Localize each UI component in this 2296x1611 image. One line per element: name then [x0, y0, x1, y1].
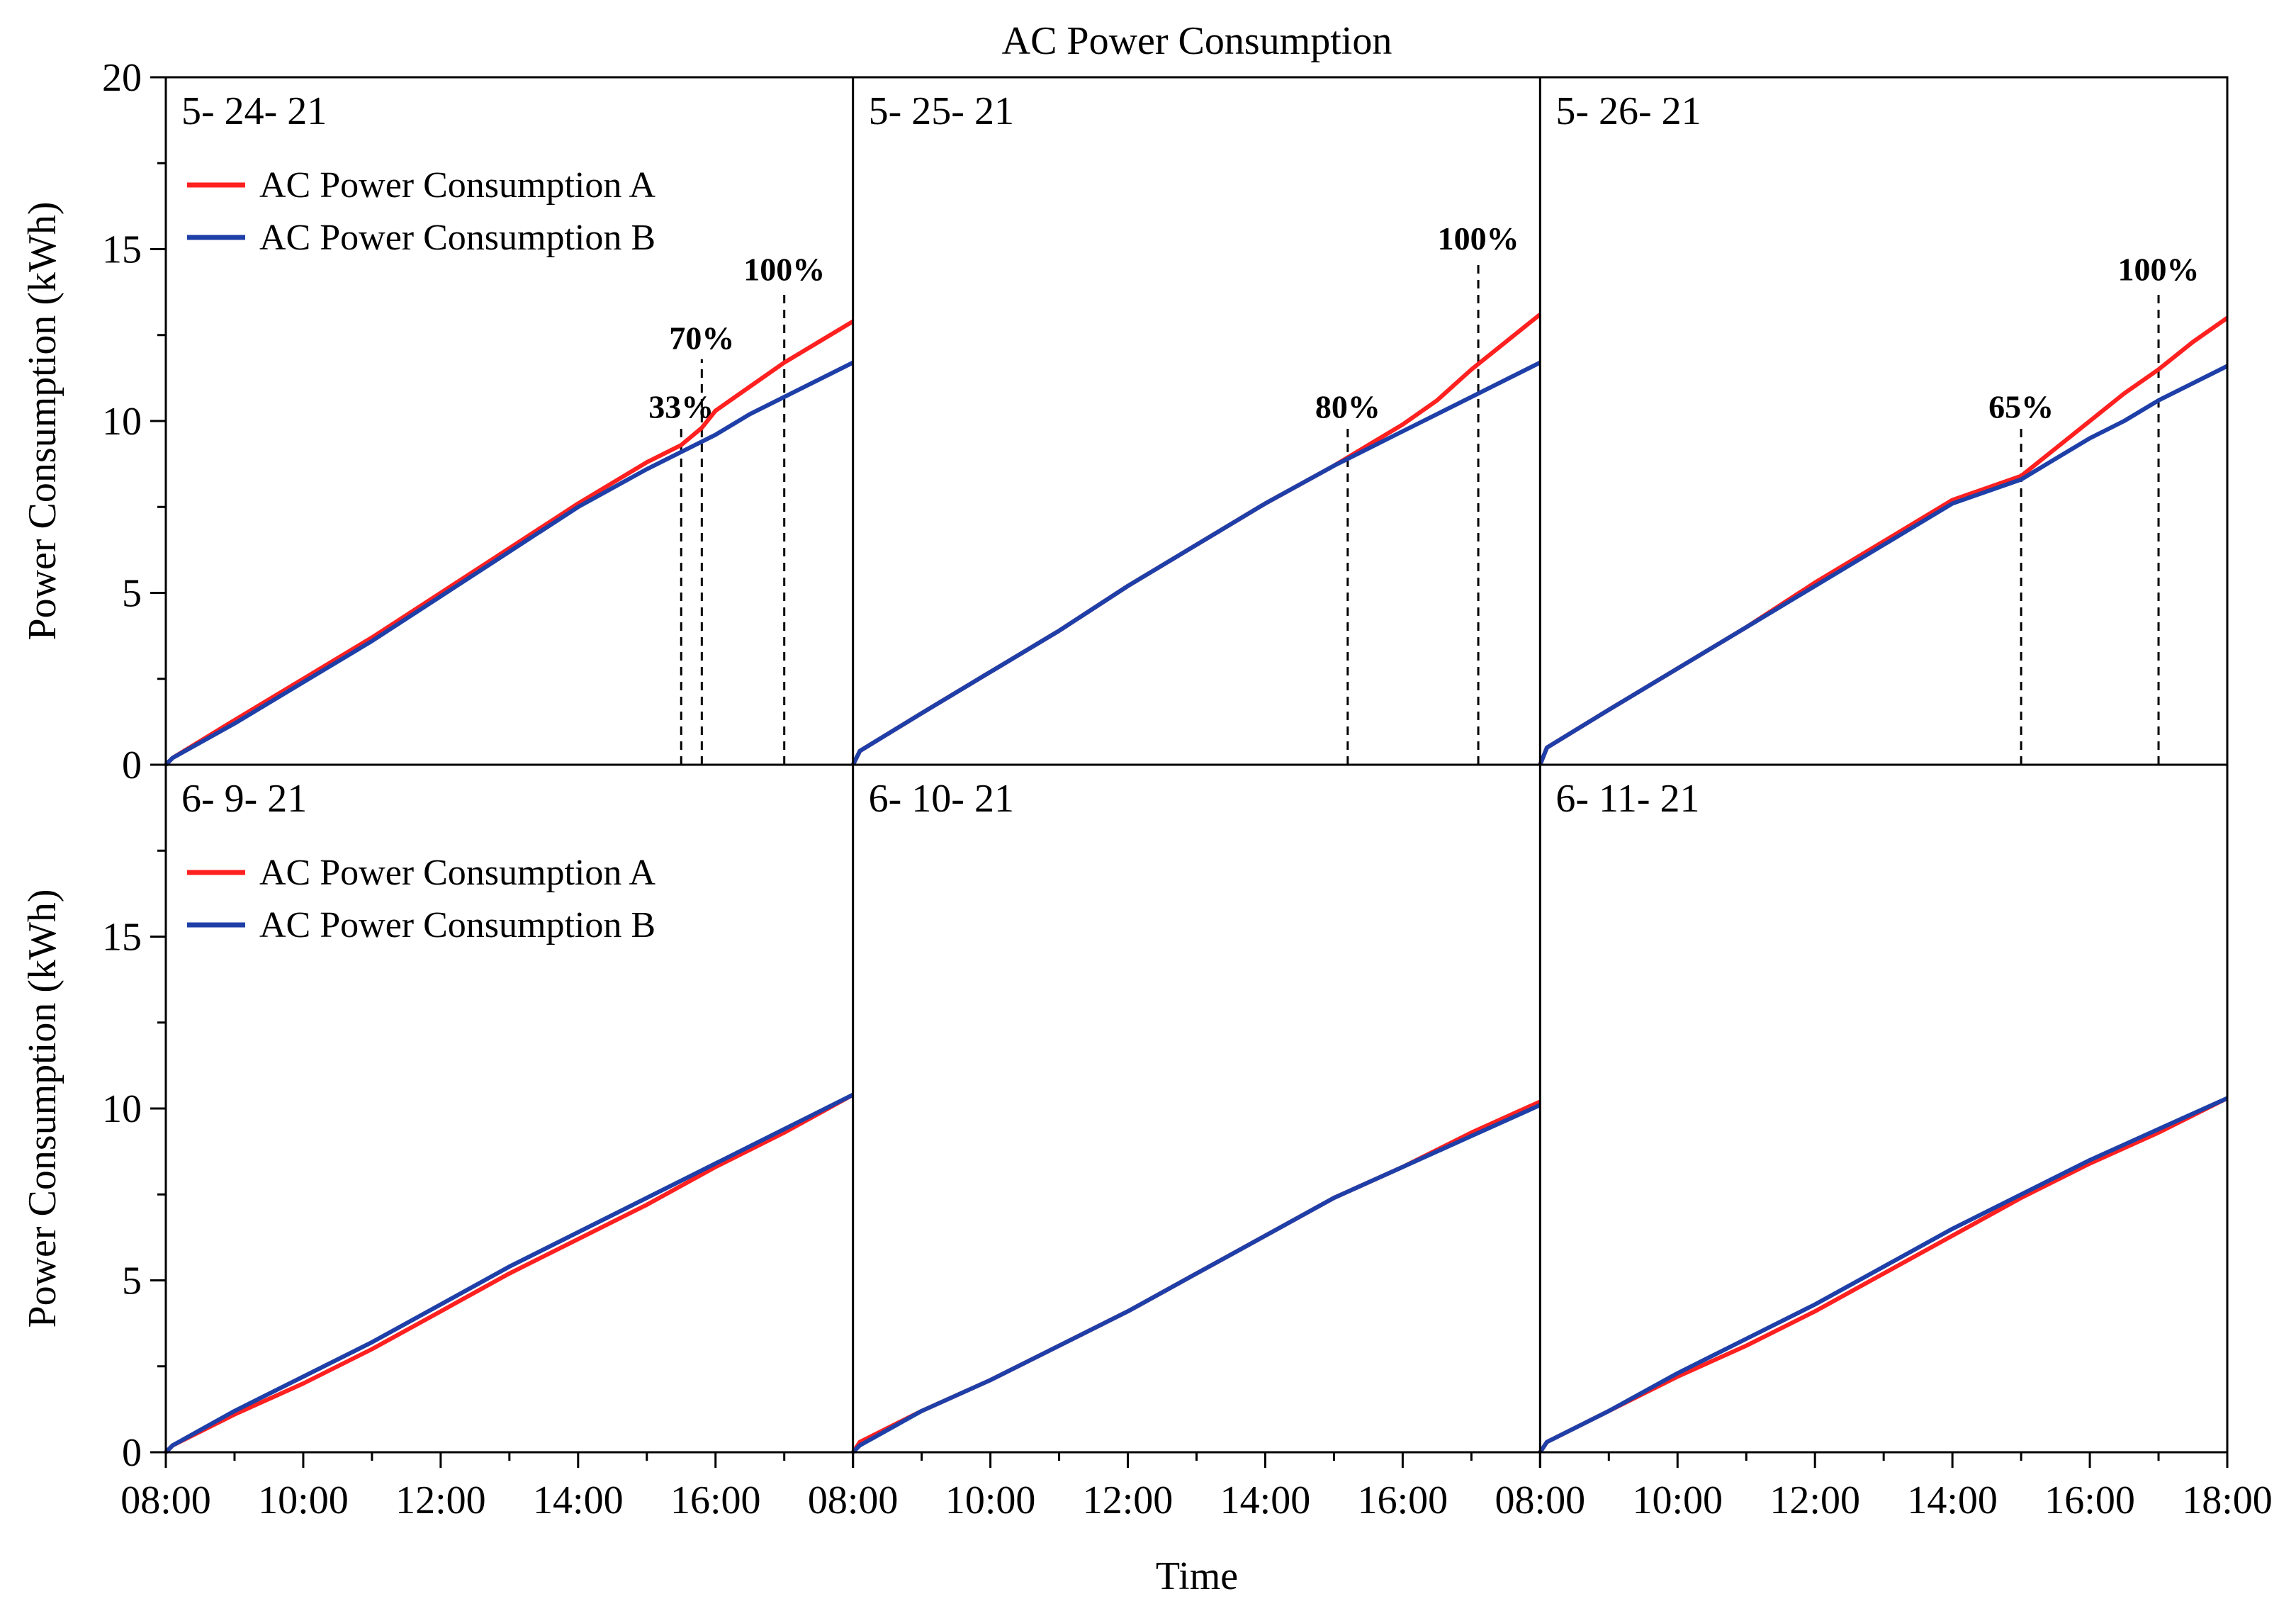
marker-label: 70% [669, 320, 734, 357]
axes: 0 5 10 15 20 Power Consumption (kWh) 0 5 10 15 Pow… [21, 56, 2273, 1522]
panel-date-label: 5- 24- 21 [181, 89, 327, 133]
y-tick-label: 0 [122, 1431, 142, 1475]
series-line-a [164, 1092, 855, 1454]
x-tick-label: 10:00 [945, 1478, 1036, 1522]
series-line-b [851, 1103, 1541, 1454]
panel-3: 5- 26- 21 65% 100% [1538, 89, 2229, 766]
chart-title: AC Power Consumption [1002, 19, 1392, 63]
series-line-a [1538, 316, 2229, 766]
panel-date-label: 6- 10- 21 [869, 777, 1014, 821]
y-tick-label: 20 [102, 56, 142, 100]
series-line-b [851, 360, 1541, 766]
legend: AC Power Consumption A AC Power Consumpti… [187, 853, 655, 945]
x-tick-label: 14:00 [533, 1478, 624, 1522]
series-line-a [851, 313, 1542, 766]
y-tick-label: 15 [102, 228, 142, 272]
panel-5: 6- 10- 21 [851, 777, 1541, 1454]
x-tick-label: 08:00 [120, 1478, 211, 1522]
series-line-b [164, 1092, 855, 1454]
panel-date-label: 5- 26- 21 [1555, 89, 1701, 133]
y-tick-label: 0 [122, 743, 142, 787]
series-line-a [1538, 1096, 2229, 1454]
y-tick-label: 10 [102, 1087, 142, 1131]
panel-6: 6- 11- 21 [1538, 777, 2229, 1454]
y-tick-label: 5 [122, 572, 142, 616]
y-axis-title: Power Consumption (kWh) [21, 889, 64, 1327]
x-tick-label: 16:00 [1358, 1478, 1448, 1522]
marker-label: 80% [1315, 389, 1380, 425]
legend: AC Power Consumption A AC Power Consumpti… [187, 165, 655, 258]
x-tick-label: 14:00 [1220, 1478, 1311, 1522]
legend-label-a: AC Power Consumption A [259, 853, 655, 893]
series-line-b [164, 360, 855, 767]
series-line-a [164, 319, 855, 767]
y-tick-label: 10 [102, 400, 142, 444]
panel-2: 5- 25- 21 80% 100% [851, 89, 1542, 766]
x-tick-label: 10:00 [1632, 1478, 1723, 1522]
x-tick-label: 08:00 [1495, 1478, 1586, 1522]
marker-label: 100% [1438, 220, 1519, 257]
legend-label-b: AC Power Consumption B [259, 905, 655, 945]
marker-label: 65% [1988, 389, 2054, 425]
y-tick-label: 5 [122, 1259, 142, 1303]
legend-label-a: AC Power Consumption A [259, 165, 655, 206]
panel-date-label: 6- 11- 21 [1555, 777, 1699, 821]
x-tick-label: 12:00 [1083, 1478, 1174, 1522]
marker-label: 33% [648, 389, 714, 425]
x-tick-label: 18:00 [2182, 1478, 2273, 1522]
x-tick-label: 12:00 [1769, 1478, 1860, 1522]
series-line-b [1538, 364, 2229, 766]
x-tick-label: 10:00 [258, 1478, 349, 1522]
series-line-a [851, 1099, 1541, 1454]
y-tick-label: 15 [102, 916, 142, 960]
marker-label: 100% [2118, 252, 2200, 288]
legend-label-b: AC Power Consumption B [259, 218, 655, 258]
x-axis-title: Time [1156, 1554, 1238, 1598]
x-tick-label: 16:00 [670, 1478, 761, 1522]
series-line-b [1538, 1096, 2229, 1454]
marker-label: 100% [743, 252, 825, 288]
panel-date-label: 5- 25- 21 [869, 89, 1014, 133]
x-tick-label: 12:00 [395, 1478, 486, 1522]
x-tick-label: 08:00 [808, 1478, 899, 1522]
panel-date-label: 6- 9- 21 [181, 777, 307, 821]
y-axis-title: Power Consumption (kWh) [21, 201, 64, 640]
x-tick-label: 14:00 [1907, 1478, 1998, 1522]
panel-1: 5- 24- 21 33% 70%100% AC Power Consumption … [164, 89, 855, 767]
x-tick-label: 16:00 [2044, 1478, 2135, 1522]
